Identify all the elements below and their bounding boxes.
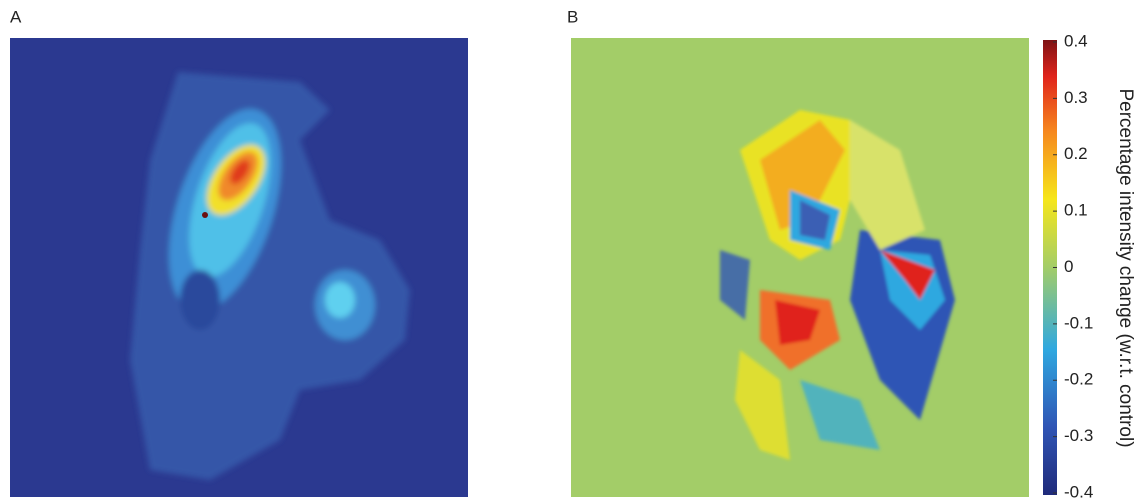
panel-label: A [10, 7, 22, 26]
panel-label: B [567, 7, 578, 26]
marker [202, 212, 208, 218]
colorbar-tick-label: 0.4 [1064, 31, 1088, 50]
colorbar-tick-label: -0.2 [1064, 370, 1093, 389]
figure: A B [0, 0, 1143, 502]
colorbar-tick-label: -0.1 [1064, 313, 1093, 332]
colorbar-tick-label: 0.2 [1064, 144, 1088, 163]
colorbar-tick-label: 0.3 [1064, 88, 1088, 107]
colorbar-tick-label: 0.1 [1064, 201, 1088, 220]
image-a [10, 38, 468, 497]
colorbar-tick-label: 0 [1064, 257, 1073, 276]
colorbar-tick-label: -0.3 [1064, 426, 1093, 445]
image-b [571, 38, 1029, 497]
colorbar-label: Percentage intensity change (w.r.t. cont… [1115, 88, 1136, 447]
colorbar-tick-label: -0.4 [1064, 482, 1093, 501]
